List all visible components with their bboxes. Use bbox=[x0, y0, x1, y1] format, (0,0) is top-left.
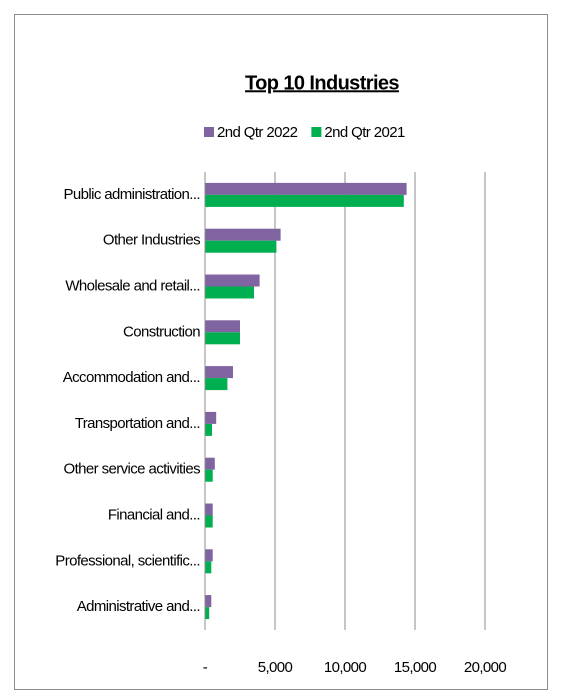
legend-label: 2nd Qtr 2022 bbox=[217, 124, 298, 141]
bar bbox=[205, 228, 281, 241]
bar bbox=[205, 366, 233, 379]
legend-label: 2nd Qtr 2021 bbox=[324, 124, 405, 141]
chart-frame bbox=[14, 14, 548, 690]
bar bbox=[205, 182, 407, 195]
bar bbox=[205, 423, 212, 436]
y-tick-label: Financial and... bbox=[108, 506, 200, 523]
bar bbox=[205, 561, 212, 574]
y-tick-label: Professional, scientific... bbox=[55, 552, 200, 569]
bar bbox=[205, 378, 228, 391]
y-tick-label: Other Industries bbox=[103, 232, 200, 249]
y-tick-label: Other service activities bbox=[64, 461, 201, 478]
x-tick-label: - bbox=[203, 659, 208, 676]
bar bbox=[205, 274, 260, 287]
y-tick-label: Public administration... bbox=[63, 186, 200, 203]
bar bbox=[205, 411, 217, 424]
x-tick-label: 15,000 bbox=[394, 659, 437, 676]
y-tick-label: Accommodation and... bbox=[63, 369, 200, 386]
bar bbox=[205, 457, 215, 470]
y-tick-label: Construction bbox=[123, 323, 200, 340]
bar bbox=[205, 320, 240, 333]
legend-swatch bbox=[204, 127, 214, 137]
bar bbox=[205, 515, 213, 528]
y-tick-label: Administrative and... bbox=[77, 598, 200, 615]
x-tick-label: 5,000 bbox=[258, 659, 293, 676]
legend-swatch bbox=[311, 127, 322, 137]
x-tick-label: 20,000 bbox=[464, 659, 507, 676]
bar bbox=[205, 240, 277, 253]
y-tick-label: Transportation and... bbox=[75, 415, 200, 432]
chart-title: Top 10 Industries bbox=[245, 72, 399, 94]
bar bbox=[205, 607, 210, 620]
bar bbox=[205, 286, 254, 299]
bar bbox=[205, 332, 240, 345]
x-tick-label: 10,000 bbox=[324, 659, 367, 676]
bar bbox=[205, 469, 213, 482]
bar bbox=[205, 595, 212, 608]
y-tick-label: Wholesale and retail... bbox=[65, 277, 200, 294]
bar bbox=[205, 194, 404, 207]
bar bbox=[205, 549, 213, 562]
bar bbox=[205, 503, 213, 516]
